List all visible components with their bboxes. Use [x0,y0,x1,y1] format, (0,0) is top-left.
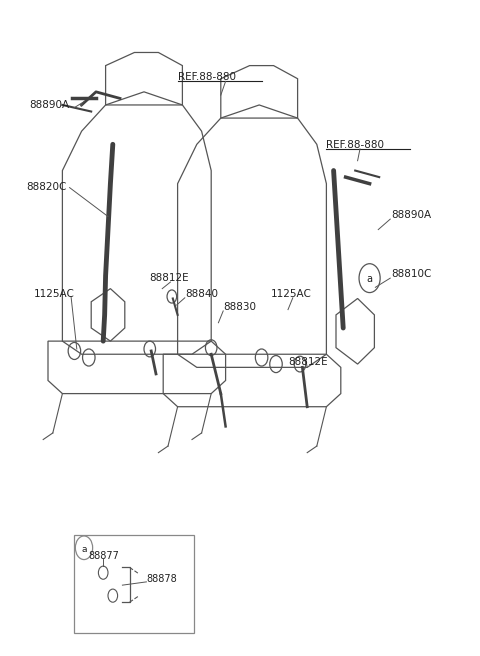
Text: 88812E: 88812E [149,273,189,283]
Text: 88830: 88830 [223,302,256,312]
Text: 88890A: 88890A [391,210,432,220]
Text: a: a [81,544,86,554]
Text: a: a [367,274,373,284]
Text: REF.88-880: REF.88-880 [326,140,384,150]
Text: 88878: 88878 [146,574,177,584]
Text: 88890A: 88890A [29,100,69,110]
Text: REF.88-880: REF.88-880 [178,72,236,82]
Text: 88840: 88840 [185,289,218,298]
Text: 88820C: 88820C [26,182,67,192]
Text: 1125AC: 1125AC [34,289,74,298]
Text: 88810C: 88810C [391,269,432,279]
Text: 88877: 88877 [89,551,120,561]
Text: 1125AC: 1125AC [271,289,312,298]
Text: 88812E: 88812E [288,358,328,367]
